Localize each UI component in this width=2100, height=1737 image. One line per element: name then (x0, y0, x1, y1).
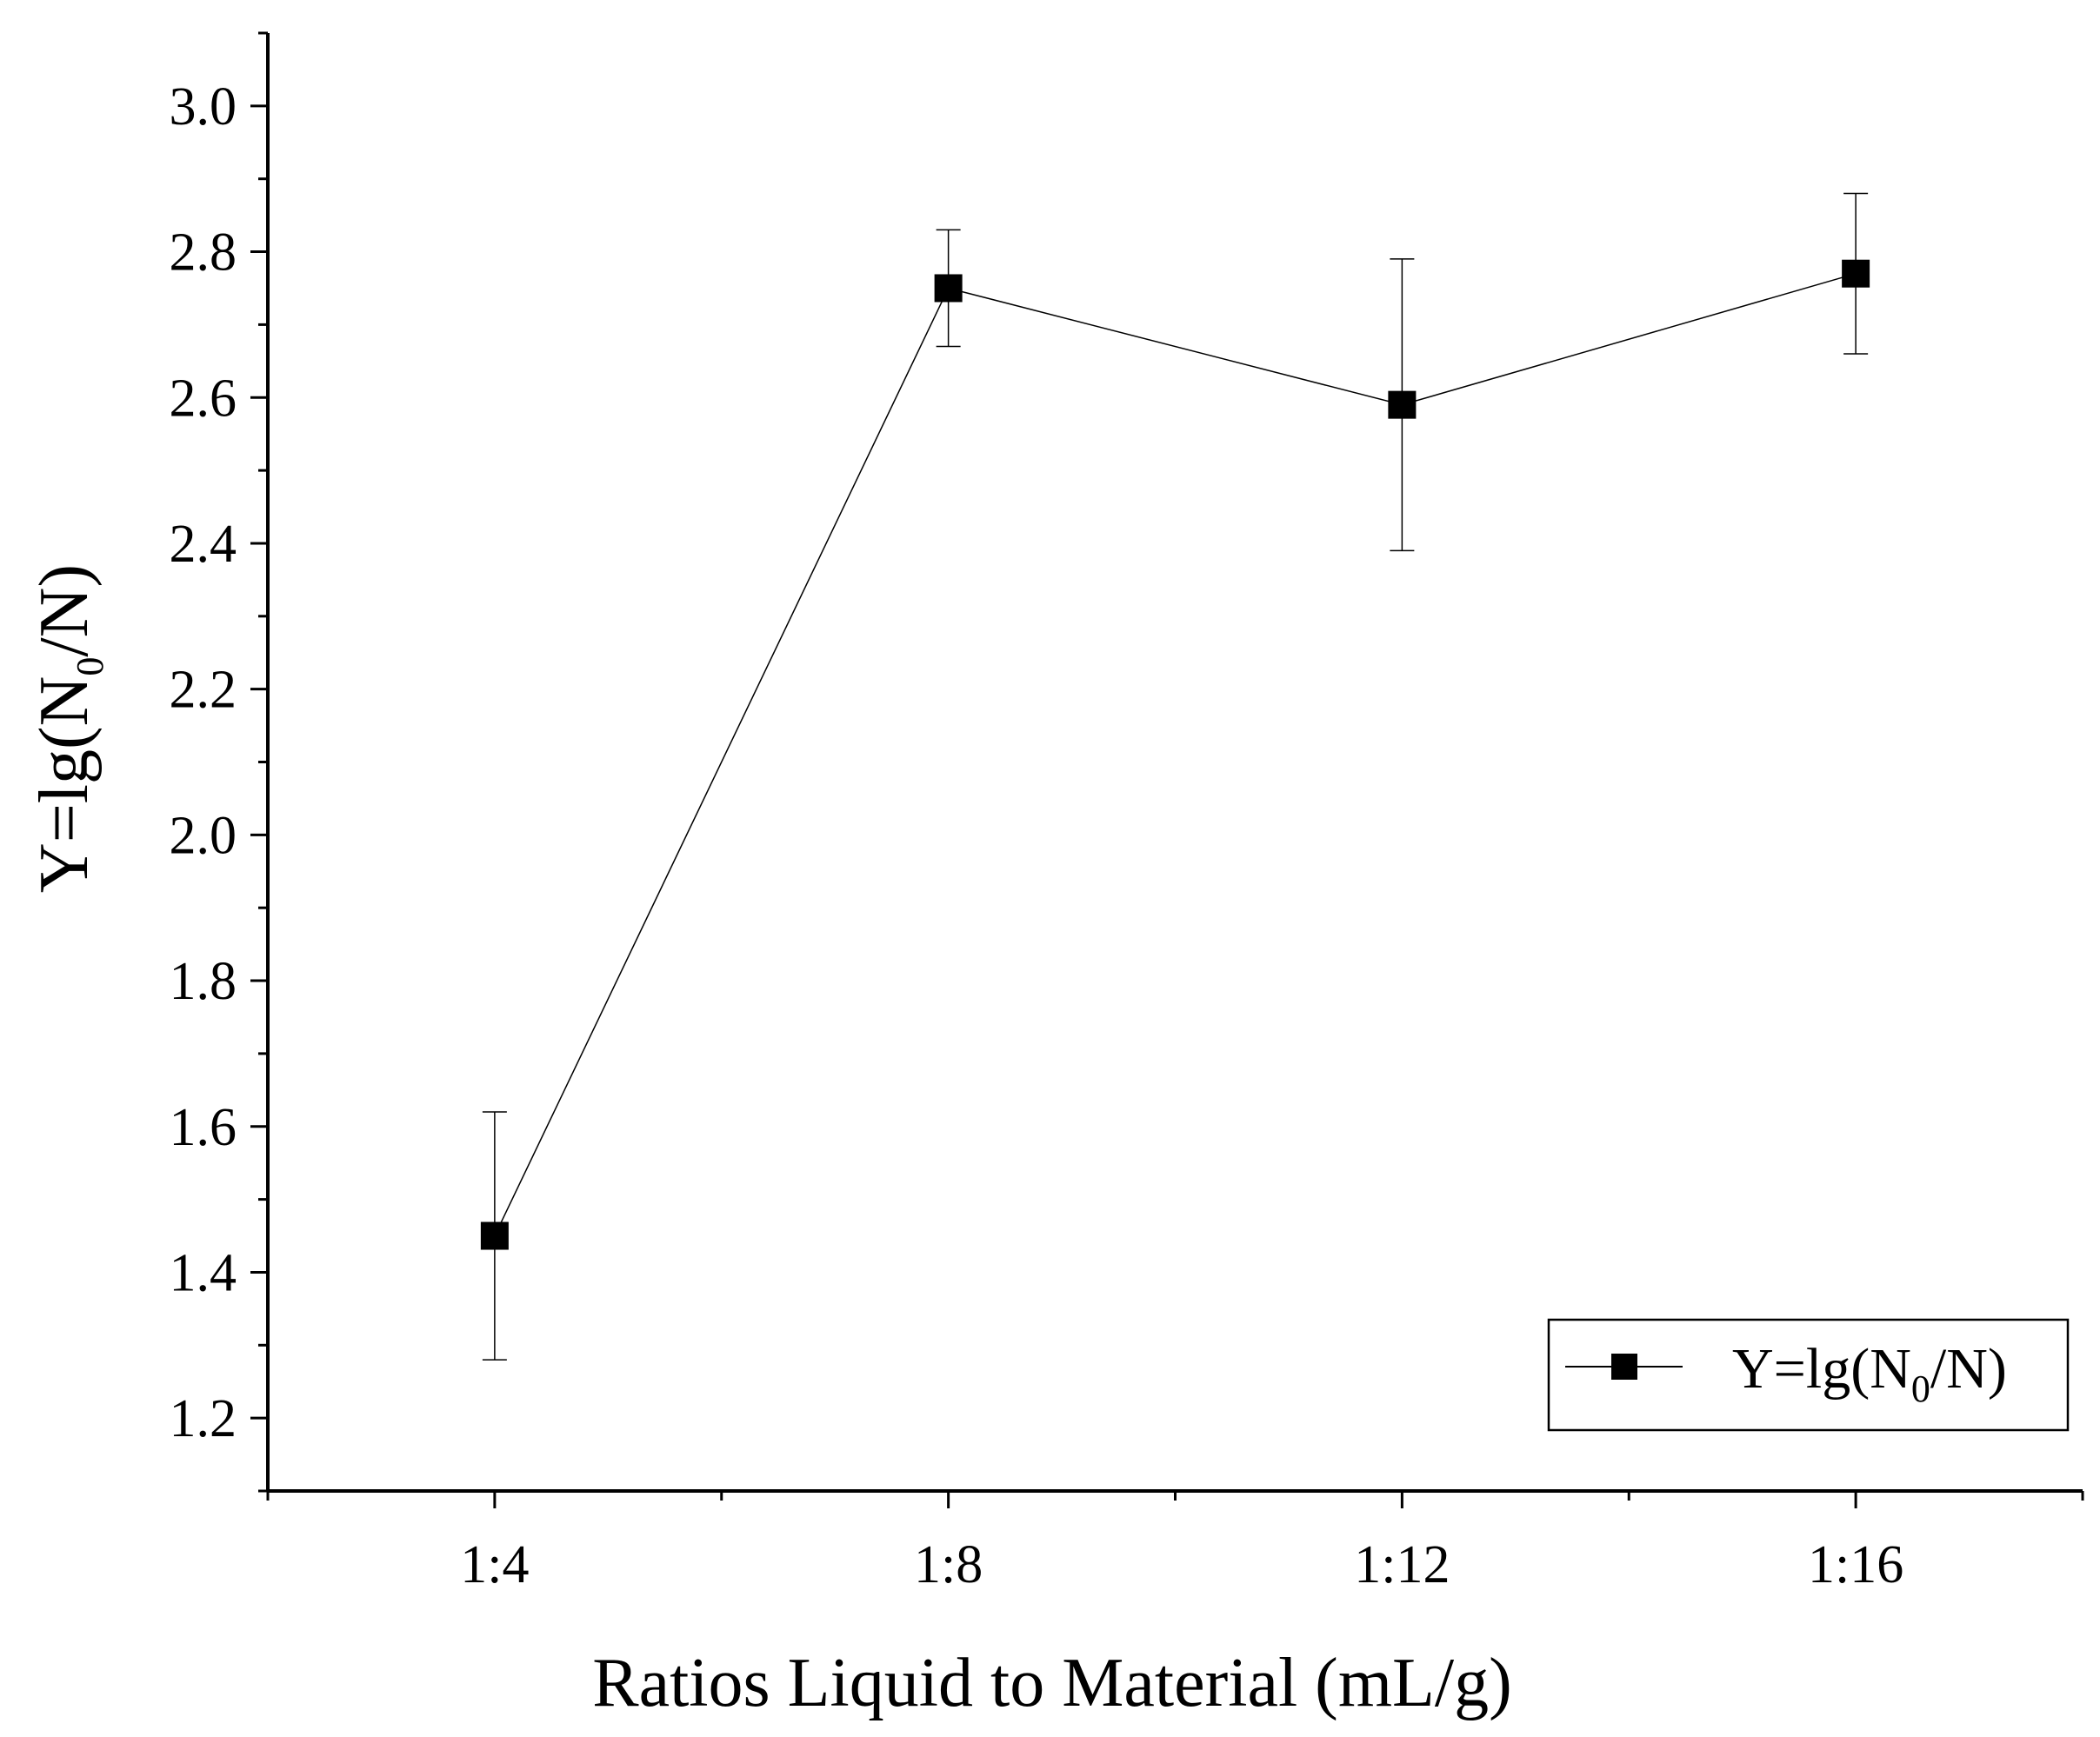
x-tick-label: 1:12 (1354, 1535, 1450, 1594)
y-tick-label: 2.8 (170, 223, 237, 283)
x-axis-ticks: 1:4 1:8 1:12 1:16 (266, 1491, 2084, 1594)
y-tick-label: 2.6 (170, 369, 237, 428)
y-tick-label: 2.2 (170, 661, 237, 720)
legend-label: Y=lg(N0/N) (1732, 1337, 2007, 1410)
axes (266, 33, 2083, 1493)
legend-label-suffix: /N) (1930, 1337, 2007, 1401)
data-series (480, 259, 1870, 1250)
data-point (480, 1221, 509, 1250)
legend-marker-square (1611, 1354, 1637, 1380)
y-tick-label: 1.2 (170, 1389, 237, 1448)
y-axis-title-subscript: 0 (69, 657, 111, 676)
y-axis-title-suffix: /N) (26, 564, 103, 657)
y-axis-title-prefix: Y=lg(N (26, 676, 103, 894)
x-tick-label: 1:16 (1808, 1535, 1903, 1594)
legend-label-subscript: 0 (1911, 1368, 1930, 1410)
y-axis-title: Y=lg(N0/N) (26, 564, 111, 893)
y-tick-label: 1.4 (170, 1243, 237, 1302)
x-tick-label: 1:4 (460, 1535, 529, 1594)
x-axis-title: Ratios Liquid to Material (mL/g) (592, 1645, 1512, 1721)
y-tick-label: 1.8 (170, 952, 237, 1011)
x-tick-label: 1:8 (914, 1535, 983, 1594)
y-tick-label: 3.0 (170, 77, 237, 136)
y-tick-label: 2.4 (170, 515, 237, 574)
y-tick-label: 1.6 (170, 1098, 237, 1157)
y-tick-label: 2.0 (170, 806, 237, 865)
data-point (1388, 390, 1417, 419)
data-point (934, 274, 963, 303)
error-bars (482, 192, 1869, 1361)
y-axis-ticks: 1.2 1.4 1.6 1.8 2.0 2.2 2.4 2.6 2.8 3.0 (170, 31, 268, 1493)
data-point (1842, 259, 1870, 288)
legend: Y=lg(N0/N) (1547, 1318, 2070, 1432)
legend-label-prefix: Y=lg(N (1732, 1337, 1911, 1401)
series-line (494, 272, 1857, 1236)
